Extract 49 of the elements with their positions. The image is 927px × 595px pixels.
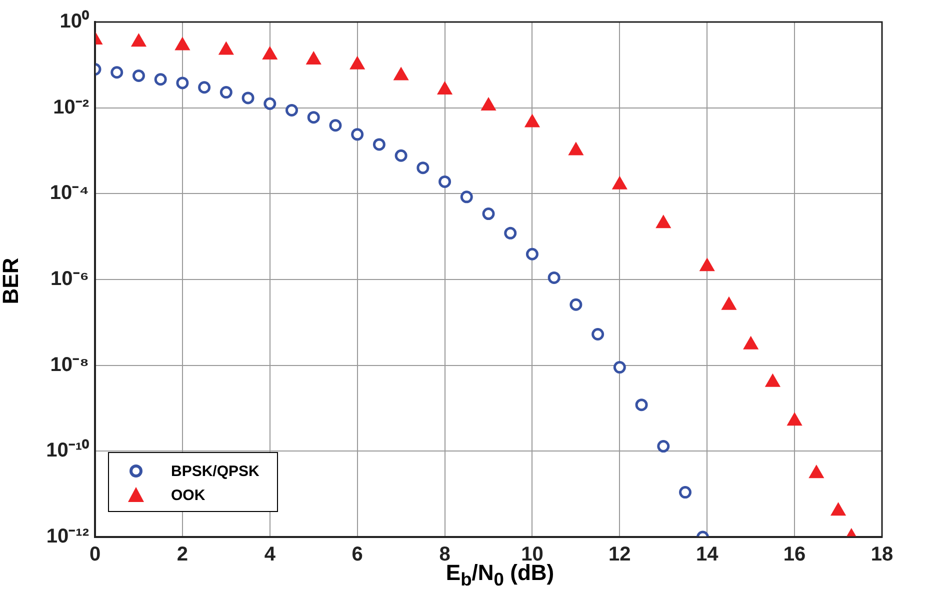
point: [329, 119, 342, 132]
point: [242, 92, 254, 104]
point: [307, 111, 320, 124]
y-axis-title: BER: [0, 258, 24, 304]
point: [176, 76, 189, 90]
point: [808, 465, 824, 478]
legend-label: BPSK/QPSK: [171, 462, 260, 480]
y-tick-label: 10⁻²: [53, 96, 90, 118]
x-tick-label: 12: [608, 544, 631, 566]
point: [220, 86, 232, 99]
y-tick-label: 10⁻¹⁰: [46, 438, 89, 462]
y-tick-label: 10⁻⁶: [50, 268, 89, 290]
point: [592, 328, 604, 340]
x-tick-label: 0: [89, 544, 101, 566]
point: [286, 104, 298, 116]
point: [264, 97, 276, 110]
point: [830, 502, 846, 516]
point: [700, 258, 715, 272]
point: [787, 412, 802, 426]
point: [110, 66, 124, 79]
point: [198, 81, 211, 94]
y-tick-label: 10⁻⁴: [50, 182, 89, 204]
point: [548, 271, 560, 284]
point: [722, 296, 736, 310]
point: [504, 226, 517, 240]
x-tick-label: 6: [352, 544, 363, 566]
point: [765, 374, 780, 387]
x-tick-label: 16: [783, 544, 806, 566]
y-tick-label: 10⁻¹²: [46, 526, 90, 548]
point: [526, 248, 538, 260]
point: [570, 298, 582, 311]
x-tick-label: 4: [264, 544, 276, 566]
point: [154, 73, 167, 86]
y-tick-label: 10⁻⁸: [50, 354, 89, 376]
point: [438, 175, 452, 188]
point: [460, 190, 473, 204]
point: [394, 149, 408, 162]
point: [351, 128, 364, 141]
point: [743, 336, 758, 350]
x-tick-label: 2: [176, 544, 188, 566]
point: [416, 162, 430, 174]
y-tick-label: 10⁰: [60, 10, 89, 33]
point: [482, 208, 495, 220]
x-tick-label: 18: [870, 544, 894, 566]
point: [372, 138, 386, 151]
point: [132, 69, 145, 82]
x-tick-label: 14: [696, 544, 720, 566]
legend-label: OOK: [171, 486, 206, 504]
point: [656, 215, 671, 228]
